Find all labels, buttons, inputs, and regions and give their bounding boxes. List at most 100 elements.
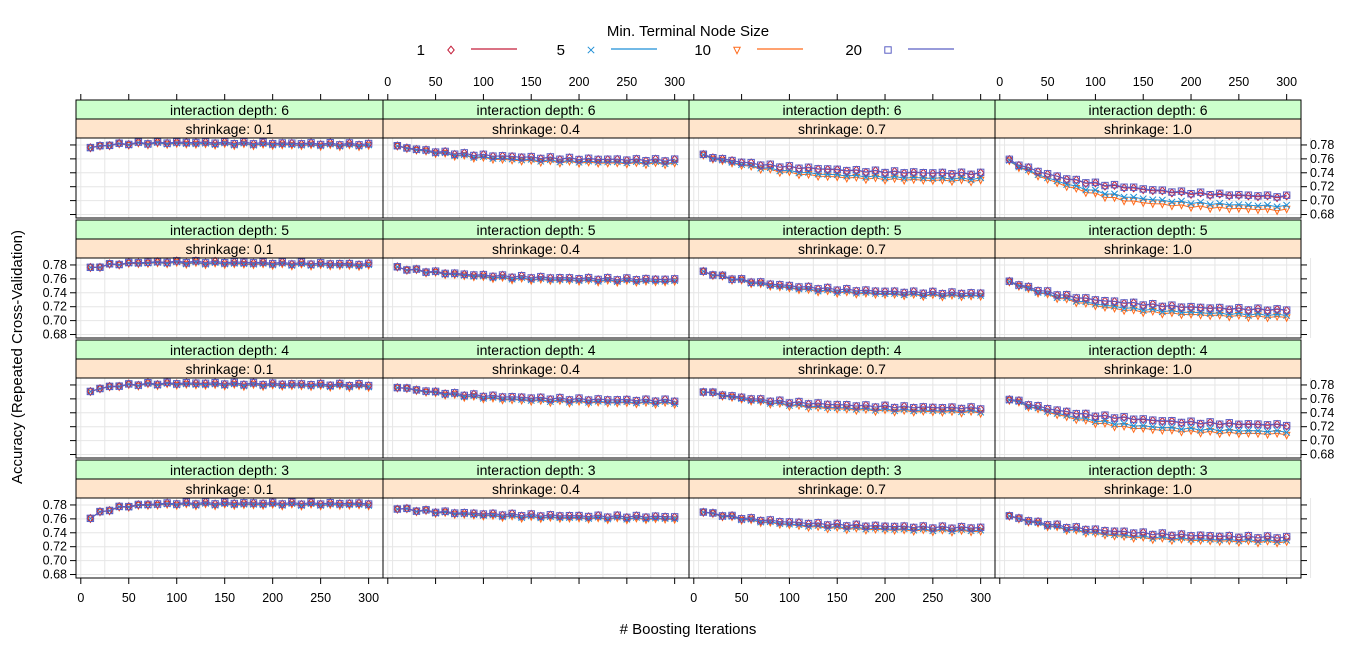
point-marker — [163, 258, 171, 267]
point-marker — [470, 509, 478, 518]
panel: interaction depth: 3 shrinkage: 0.7 0 50 100… — [688, 459, 1006, 605]
point-marker — [919, 168, 928, 178]
point-marker — [709, 508, 717, 518]
point-marker — [1072, 175, 1081, 185]
y-tick-label: 0.76 — [1310, 152, 1334, 166]
point-marker — [1244, 201, 1252, 209]
point-marker — [1263, 306, 1272, 314]
point-marker — [556, 511, 564, 521]
point-marker — [489, 151, 497, 161]
point-marker — [96, 141, 104, 151]
point-marker — [1120, 527, 1128, 536]
point-marker — [508, 272, 516, 283]
point-marker — [1168, 301, 1176, 311]
point-marker — [642, 274, 650, 284]
point-marker — [814, 284, 822, 294]
point-marker — [1225, 205, 1234, 214]
point-marker — [163, 499, 171, 507]
point-marker — [1082, 186, 1090, 194]
point-marker — [766, 515, 775, 525]
point-marker — [709, 271, 717, 279]
point-marker — [565, 153, 574, 163]
point-marker — [96, 507, 104, 517]
panel: interaction depth: 3 shrinkage: 0.4 — [382, 459, 700, 584]
point-marker — [604, 155, 612, 163]
point-marker — [345, 259, 354, 269]
point-marker — [1005, 276, 1014, 286]
strip-shrinkage-label: shrinkage: 1.0 — [1104, 481, 1192, 497]
point-marker — [1101, 411, 1109, 421]
point-marker — [431, 387, 440, 396]
point-marker — [1225, 531, 1233, 540]
point-marker — [1053, 172, 1061, 180]
point-marker — [1263, 531, 1272, 541]
point-marker — [1273, 420, 1281, 428]
point-marker — [575, 394, 583, 402]
point-marker — [852, 166, 861, 174]
point-marker — [795, 283, 803, 291]
point-marker — [661, 275, 669, 285]
point-marker — [192, 499, 200, 509]
point-marker — [670, 397, 679, 406]
strip-depth-label: interaction depth: 3 — [782, 462, 901, 478]
point-marker — [823, 400, 832, 410]
point-marker — [192, 500, 200, 508]
point-marker — [1024, 163, 1033, 171]
point-marker — [1120, 413, 1128, 421]
point-marker — [546, 510, 555, 520]
x-tick-label: 250 — [1228, 75, 1249, 89]
point-marker — [1005, 277, 1014, 285]
point-marker — [699, 149, 708, 159]
point-marker — [192, 378, 200, 388]
series-line — [1009, 158, 1287, 198]
point-marker — [565, 511, 574, 520]
point-marker — [1158, 200, 1167, 209]
point-marker — [928, 403, 937, 413]
series-line — [397, 145, 675, 162]
point-marker — [728, 391, 736, 401]
point-marker — [728, 156, 736, 165]
point-marker — [1034, 167, 1042, 176]
point-marker — [498, 271, 507, 279]
point-marker — [775, 280, 784, 290]
strip-depth-label: interaction depth: 3 — [170, 462, 289, 478]
point-marker — [1005, 512, 1014, 520]
point-marker — [948, 403, 956, 411]
point-marker — [134, 380, 143, 390]
point-marker — [230, 258, 238, 266]
point-marker — [402, 267, 411, 276]
series-line — [703, 153, 981, 175]
point-marker — [833, 286, 841, 294]
point-marker — [919, 522, 927, 530]
point-marker — [517, 153, 526, 161]
point-marker — [938, 522, 947, 530]
point-marker — [144, 378, 152, 387]
point-marker — [508, 509, 516, 519]
strip-shrinkage-label: shrinkage: 0.1 — [186, 241, 274, 257]
point-marker — [172, 137, 181, 147]
point-marker — [737, 274, 746, 284]
point-marker — [1091, 295, 1100, 305]
point-marker — [556, 274, 564, 282]
point-marker — [1168, 416, 1176, 426]
point-marker — [756, 516, 765, 526]
panel: interaction depth: 6 shrinkage: 1.0 0 50 100… — [994, 75, 1334, 222]
point-marker — [441, 147, 449, 156]
point-marker — [948, 170, 956, 178]
point-marker — [221, 258, 229, 267]
x-tick-label: 50 — [429, 75, 443, 89]
point-marker — [115, 381, 124, 391]
point-marker — [297, 380, 306, 388]
point-marker — [929, 403, 937, 412]
point-marker — [1282, 205, 1291, 214]
point-marker — [1091, 296, 1100, 304]
point-marker — [1015, 281, 1023, 289]
point-marker — [498, 392, 507, 402]
point-marker — [1101, 526, 1109, 536]
panel: interaction depth: 6 shrinkage: 0.7 — [688, 94, 1006, 219]
point-marker — [1082, 409, 1090, 418]
point-marker — [153, 500, 162, 508]
point-marker — [1177, 418, 1186, 427]
point-marker — [1282, 532, 1291, 541]
point-marker — [785, 517, 794, 527]
